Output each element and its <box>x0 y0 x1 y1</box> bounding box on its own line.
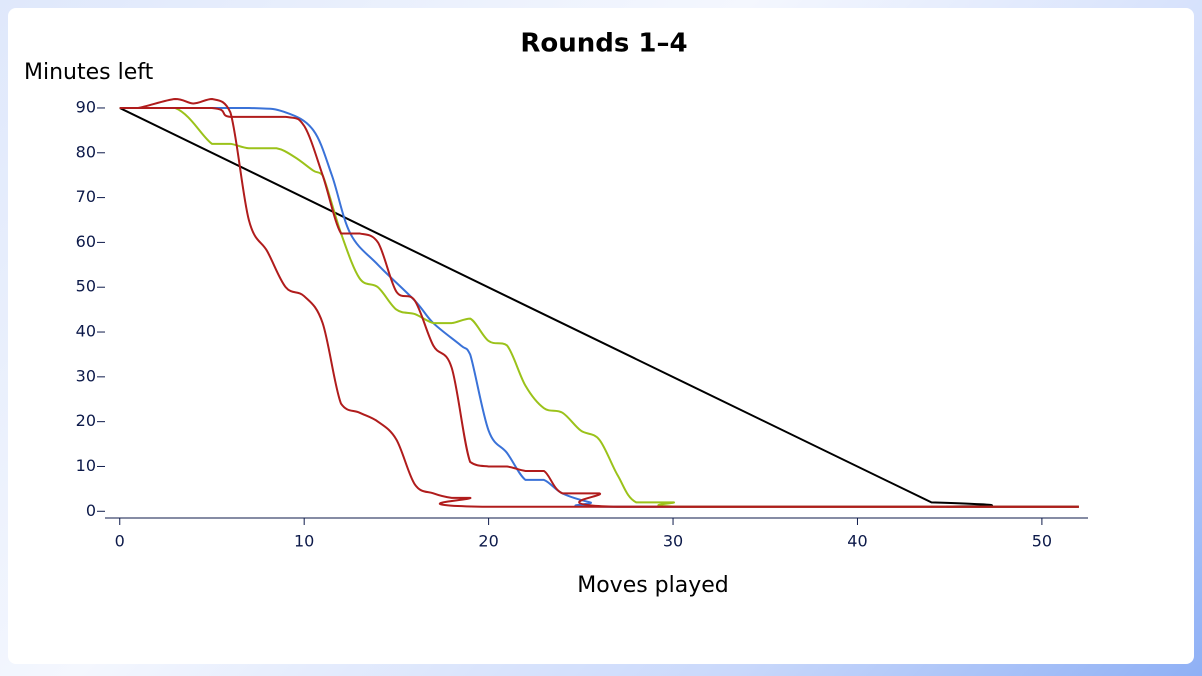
line <box>119 106 1079 508</box>
x-tick-label: 30 <box>663 532 683 551</box>
x-tick-label: 40 <box>847 532 867 551</box>
y-tick-label: 40 <box>76 322 96 341</box>
y-tick-label: 50 <box>76 277 96 296</box>
x-tick-label: 0 <box>115 532 125 551</box>
x-tick-label: 10 <box>294 532 314 551</box>
y-tick-label: 90 <box>76 97 96 116</box>
line <box>119 97 1079 508</box>
y-tick-label: 10 <box>76 456 96 475</box>
chart-title: Rounds 1–4 <box>520 29 687 59</box>
card <box>8 8 1194 664</box>
y-tick-label: 0 <box>86 501 96 520</box>
y-tick-label: 30 <box>76 366 96 385</box>
y-axis-label: Minutes left <box>24 60 154 85</box>
x-tick-label: 20 <box>478 532 498 551</box>
y-tick-label: 70 <box>76 187 96 206</box>
x-tick-label: 50 <box>1032 532 1052 551</box>
y-tick-label: 60 <box>76 232 96 251</box>
y-tick-label: 80 <box>76 142 96 161</box>
x-axis-label: Moves played <box>577 573 729 598</box>
line <box>119 107 1079 508</box>
y-tick-label: 20 <box>76 411 96 430</box>
line <box>119 106 1079 508</box>
line <box>119 106 1079 508</box>
